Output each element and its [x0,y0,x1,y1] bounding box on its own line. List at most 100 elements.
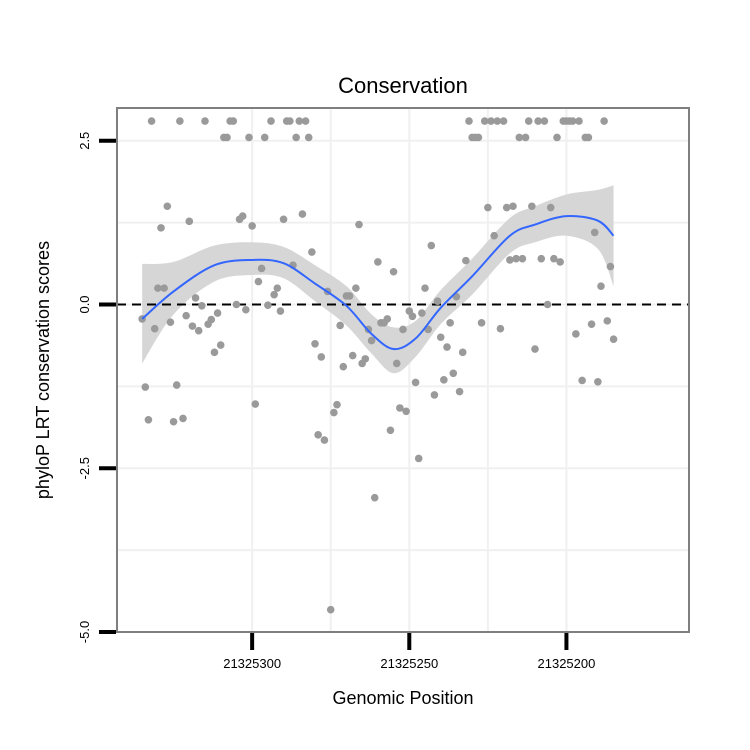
data-point [590,228,599,237]
data-point [421,284,429,292]
data-point [333,400,341,409]
data-point [320,436,329,444]
data-point [160,284,168,292]
panel-background [117,108,689,632]
data-point [499,117,508,125]
data-point [182,311,190,320]
data-point [594,377,602,386]
data-point [474,133,483,142]
data-point [245,133,253,142]
data-point [147,117,156,125]
data-point [484,203,492,212]
y-axis-title: phyloP LRT conservation scores [33,241,53,499]
data-point [490,231,498,240]
data-point [298,210,307,218]
data-point [537,254,546,263]
data-point [150,324,159,333]
data-point [440,376,448,384]
data-point [191,294,200,302]
data-point [411,378,420,387]
data-point [144,415,153,424]
data-point [389,267,398,276]
data-point [172,381,181,389]
data-point [392,359,401,368]
data-point [418,309,426,317]
data-point [169,417,178,426]
x-tick-label: 21325200 [538,656,596,671]
data-point [276,307,285,315]
data-point [210,348,219,357]
data-point [242,305,250,314]
data-point [213,309,222,317]
data-point [540,117,549,125]
data-point [386,426,395,435]
data-point [251,400,260,408]
data-point [609,335,618,344]
data-point [292,133,300,142]
data-point [229,117,238,125]
data-point [553,133,561,142]
data-point [575,117,583,125]
data-point [606,262,615,271]
y-tick-label: -5.0 [77,621,92,643]
data-point [556,258,564,266]
data-point [270,290,278,299]
data-point [223,133,231,142]
data-point [286,117,294,125]
data-point [531,345,539,353]
panel-border [116,107,690,633]
data-point [185,217,194,226]
data-point [264,301,272,309]
data-point [603,317,612,325]
data-point [314,431,322,439]
data-point [446,319,454,327]
data-point [477,319,486,327]
data-point [345,292,354,300]
data-point [480,117,489,125]
data-point [374,258,382,266]
data-point [515,133,524,142]
data-point [238,212,247,220]
data-point [493,117,502,125]
data-point [361,355,370,363]
data-point [568,117,577,125]
data-point [578,376,586,385]
data-point [232,300,241,309]
data-point [433,297,442,306]
data-point [465,117,473,125]
data-point [176,117,184,125]
data-point [367,336,376,345]
data-point [521,133,530,142]
y-tick-label: 2.5 [77,132,92,150]
data-point [414,454,423,463]
data-point [443,343,451,351]
data-point [597,282,605,290]
data-point [506,256,514,264]
data-point [216,341,225,349]
data-point [449,369,458,378]
data-point [402,407,410,416]
chart-title: Conservation [338,73,468,98]
data-point [339,362,348,371]
data-point [352,284,360,292]
data-point [399,325,407,334]
data-point [502,203,511,212]
data-point [198,302,206,310]
data-point [383,315,392,323]
data-point [207,315,216,324]
data-point [408,312,417,321]
data-point [543,300,552,309]
data-point [600,117,608,125]
data-point [163,202,172,211]
data-point [317,353,326,361]
data-point [304,133,313,142]
data-point [587,320,596,328]
y-tick-label: -2.5 [77,457,92,479]
data-point [301,117,310,125]
data-point [509,202,517,211]
data-point [194,326,203,335]
data-point [279,215,288,224]
data-point [584,133,593,142]
data-point [462,256,470,265]
